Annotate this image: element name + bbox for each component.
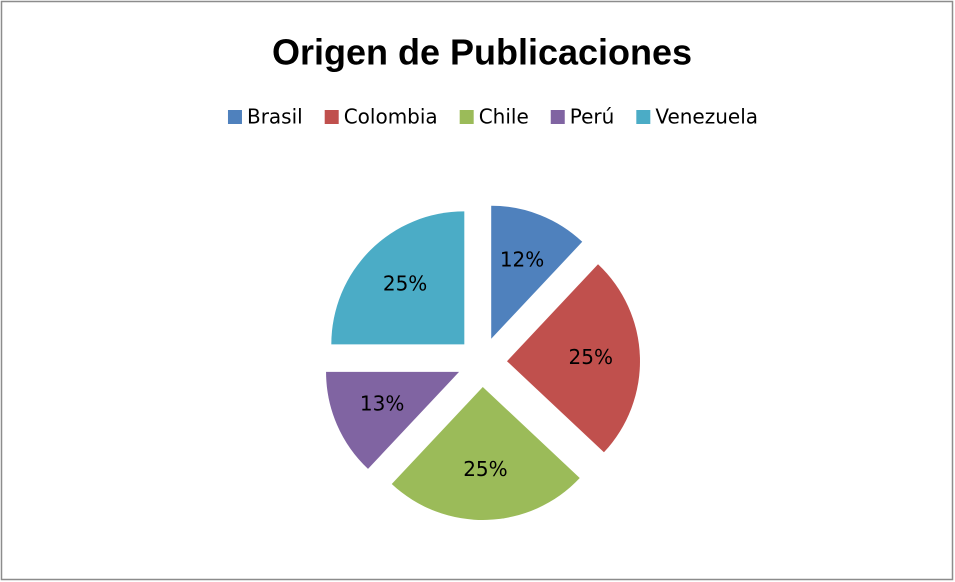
data-label: 12%: [500, 247, 544, 271]
data-label: 25%: [463, 457, 507, 481]
pie-slice: [506, 264, 640, 453]
data-label: 25%: [569, 345, 613, 369]
pie-slice: [391, 386, 580, 520]
legend-swatch: [227, 110, 242, 124]
legend-label: Venezuela: [655, 105, 758, 129]
legend-swatch: [324, 110, 339, 124]
chart-title: Origen de Publicaciones: [272, 32, 692, 73]
data-label: 13%: [360, 392, 404, 416]
pie-slice: [331, 211, 465, 345]
data-label: 25%: [383, 272, 427, 296]
legend-swatch: [550, 110, 565, 124]
legend-label: Perú: [570, 105, 615, 129]
legend-label: Chile: [479, 105, 529, 129]
pie-slice: [326, 371, 460, 469]
legend-label: Colombia: [344, 105, 438, 129]
legend-swatch: [459, 110, 474, 124]
pie-slice: [491, 205, 583, 339]
legend-label: Brasil: [247, 105, 303, 129]
legend-swatch: [636, 110, 651, 124]
